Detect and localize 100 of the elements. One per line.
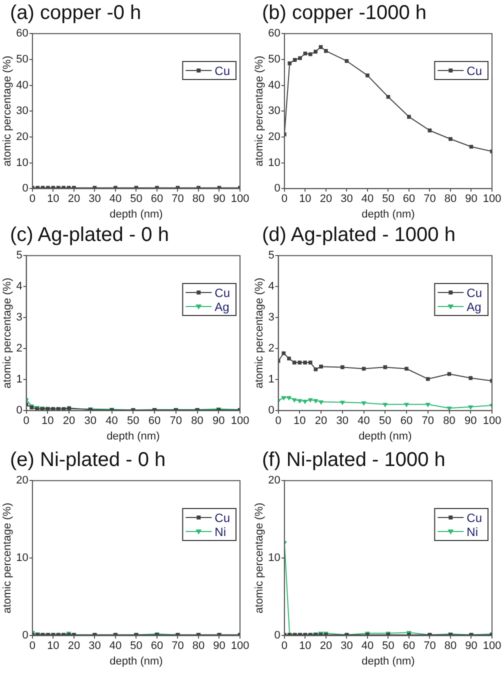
y-tick-label: 60: [268, 28, 280, 40]
y-tick-label: 4: [268, 280, 274, 293]
y-tick-label: 10: [16, 156, 28, 169]
y-tick-label: 1: [268, 374, 274, 386]
chart-title: (c) Ag-plated - 0 h: [9, 223, 170, 248]
x-tick-label: 100: [230, 415, 250, 428]
chart-title: (b) copper -1000 h: [261, 1, 428, 26]
legend-label: Cu: [214, 510, 230, 525]
y-tick-label: 20: [16, 474, 28, 487]
y-tick-label: 40: [268, 79, 280, 92]
chart-title: (d) Ag-plated - 1000 h: [261, 223, 456, 248]
y-tick-label: 0: [16, 404, 22, 417]
x-tick-label: 60: [402, 640, 416, 652]
x-tick-label: 80: [444, 193, 457, 206]
y-tick-label: 50: [16, 53, 28, 66]
y-tick-label: 60: [16, 28, 28, 40]
x-tick-label: 80: [444, 640, 457, 652]
x-tick-label: 40: [109, 640, 122, 652]
x-tick-label: 30: [88, 193, 101, 206]
x-tick-label: 100: [482, 415, 502, 428]
y-tick-label: 0: [274, 182, 280, 195]
x-tick-label: 90: [465, 640, 478, 652]
x-axis-title: depth (nm): [110, 208, 163, 220]
x-tick-label: 20: [314, 415, 328, 428]
x-tick-label: 60: [150, 193, 164, 206]
x-tick-label: 60: [150, 640, 164, 652]
y-tick-label: 40: [16, 79, 28, 92]
x-tick-label: 90: [464, 415, 477, 428]
x-tick-label: 100: [482, 640, 502, 652]
chart-title: (a) copper -0 h: [9, 1, 142, 26]
x-tick-label: 20: [62, 415, 76, 428]
x-tick-label: 20: [320, 193, 332, 206]
x-tick-label: 40: [106, 415, 118, 428]
x-tick-label: 80: [192, 193, 205, 206]
x-tick-label: 10: [299, 193, 312, 206]
x-tick-label: 90: [212, 415, 225, 428]
x-axis-title: depth (nm): [106, 430, 160, 442]
x-tick-label: 50: [382, 193, 394, 206]
x-tick-label: 90: [465, 193, 478, 206]
x-tick-label: 10: [47, 640, 60, 652]
y-tick-label: 1: [16, 374, 22, 386]
y-tick-label: 0: [22, 182, 28, 195]
x-tick-label: 40: [358, 415, 370, 428]
legend-label: Ni: [214, 524, 226, 539]
y-axis-title: atomic percentage (%): [254, 56, 266, 166]
x-tick-label: 60: [400, 415, 413, 428]
x-tick-label: 80: [191, 415, 204, 428]
x-axis-title: depth (nm): [362, 208, 415, 220]
x-tick-label: 100: [482, 193, 502, 206]
y-tick-label: 30: [16, 105, 28, 118]
y-tick-label: 0: [274, 630, 280, 642]
x-tick-label: 40: [109, 193, 122, 206]
x-tick-label: 70: [424, 640, 436, 652]
x-tick-label: 40: [361, 193, 374, 206]
x-axis-title: depth (nm): [358, 430, 412, 442]
legend-label: Cu: [214, 286, 230, 300]
legend-label: Ni: [466, 524, 478, 539]
legend-label: Ag: [466, 300, 482, 314]
x-tick-label: 70: [422, 415, 434, 428]
y-axis-title: atomic percentage (%): [254, 278, 266, 388]
x-tick-label: 10: [42, 415, 54, 428]
x-tick-label: 50: [127, 415, 140, 428]
x-tick-label: 70: [424, 193, 436, 206]
legend-label: Cu: [466, 510, 482, 525]
x-tick-label: 30: [340, 640, 353, 652]
x-tick-label: 100: [230, 640, 250, 652]
x-tick-label: 80: [443, 415, 456, 428]
x-tick-label: 30: [88, 640, 101, 652]
y-tick-label: 0: [22, 630, 28, 642]
chart-title: (e) Ni-plated - 0 h: [9, 448, 167, 473]
x-tick-label: 20: [320, 640, 332, 652]
legend-label: Cu: [466, 64, 482, 78]
x-tick-label: 50: [379, 415, 392, 428]
y-tick-label: 20: [16, 130, 28, 143]
y-axis-title: atomic percentage (%): [2, 278, 14, 388]
x-axis-title: depth (nm): [110, 655, 163, 668]
x-tick-label: 50: [130, 640, 142, 652]
x-tick-label: 70: [170, 415, 182, 428]
y-tick-label: 3: [16, 312, 22, 324]
x-tick-label: 30: [340, 193, 353, 206]
x-tick-label: 90: [213, 640, 226, 652]
x-tick-label: 70: [172, 640, 184, 652]
legend-label: Cu: [466, 286, 482, 300]
y-tick-label: 30: [268, 105, 280, 118]
y-tick-label: 5: [16, 250, 22, 262]
x-tick-label: 70: [172, 193, 184, 206]
y-axis-title: atomic percentage (%): [2, 56, 14, 166]
x-tick-label: 10: [294, 415, 306, 428]
y-tick-label: 20: [268, 474, 280, 487]
x-tick-label: 50: [382, 640, 394, 652]
x-tick-label: 60: [402, 193, 416, 206]
y-tick-label: 5: [268, 250, 274, 262]
x-tick-label: 10: [47, 193, 60, 206]
x-tick-label: 30: [336, 415, 349, 428]
chart-title: (f) Ni-plated - 1000 h: [261, 448, 446, 473]
y-tick-label: 10: [268, 552, 280, 564]
y-tick-label: 4: [16, 280, 22, 293]
x-axis-title: depth (nm): [362, 655, 415, 668]
y-tick-label: 2: [268, 342, 274, 355]
y-axis-title: atomic percentage (%): [2, 502, 14, 614]
